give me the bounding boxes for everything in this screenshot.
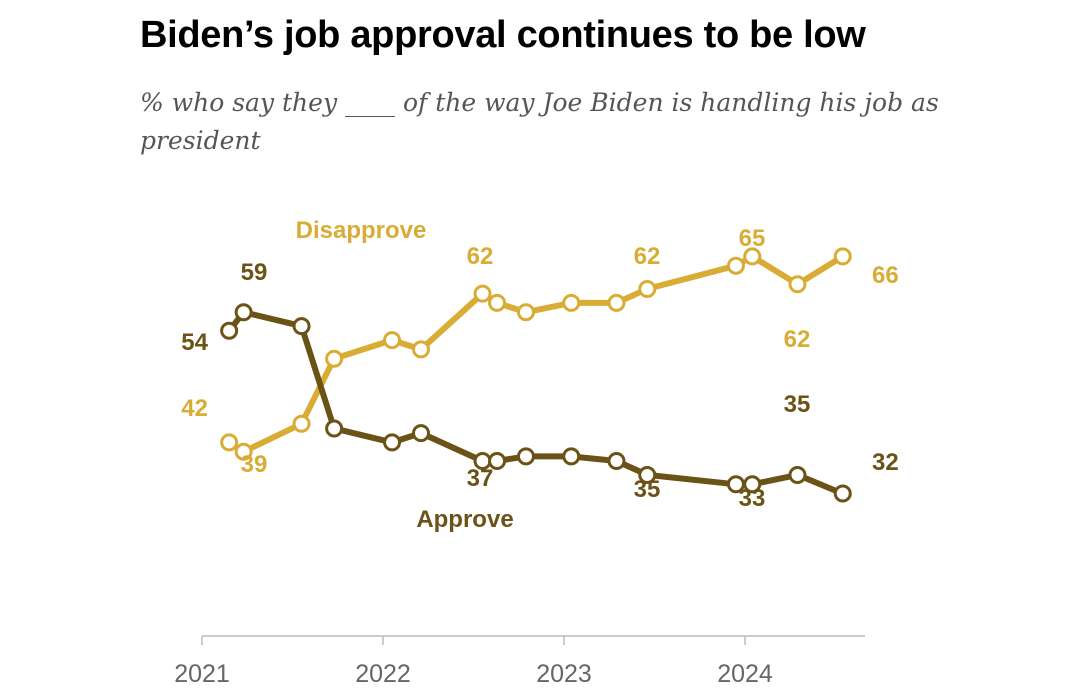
disapprove-label-62: 62 (467, 243, 494, 270)
approve-point (488, 452, 507, 470)
chart-subtitle: % who say they ____ of the way Joe Biden… (140, 88, 939, 155)
x-tick-label: 2022 (355, 660, 411, 688)
approve-label-32: 32 (872, 449, 899, 476)
approve-point (516, 447, 535, 466)
approve-point (562, 447, 581, 466)
approve-label-35: 35 (634, 476, 661, 503)
disapprove-point (516, 303, 535, 322)
disapprove-point (726, 256, 745, 275)
disapprove-point (325, 349, 344, 368)
approve-label-35: 35 (784, 391, 811, 418)
disapprove-label-39: 39 (241, 451, 268, 478)
disapprove-point (220, 433, 239, 452)
approve-point (607, 452, 626, 470)
approve-point (220, 321, 239, 340)
disapprove-point (412, 340, 431, 359)
approve-series-label: Approve (416, 506, 513, 533)
disapprove-label-62: 62 (634, 243, 661, 270)
disapprove-point (473, 284, 492, 303)
approve-point (325, 419, 344, 438)
disapprove-series-label: Disapprove (296, 217, 427, 244)
disapprove-point (488, 293, 507, 312)
approve-label-37: 37 (467, 465, 494, 492)
disapprove-label-66: 66 (872, 262, 899, 289)
disapprove-point (562, 293, 581, 312)
x-tick-label: 2021 (174, 660, 230, 688)
approve-point (292, 317, 311, 336)
approve-point (788, 465, 807, 484)
approve-label-33: 33 (739, 485, 766, 512)
disapprove-point (292, 414, 311, 433)
approve-line (226, 309, 846, 497)
approve-point (234, 303, 253, 322)
x-tick-label: 2023 (536, 660, 592, 688)
approve-point (833, 484, 852, 503)
disapprove-label-65: 65 (739, 225, 766, 252)
disapprove-point (607, 293, 626, 312)
approve-point (412, 424, 431, 443)
approve-label-59: 59 (241, 259, 268, 286)
x-tick-label: 2024 (717, 660, 773, 688)
disapprove-point (833, 247, 852, 266)
disapprove-point (788, 275, 807, 294)
disapprove-line (226, 253, 846, 455)
approve-point (743, 475, 762, 494)
disapprove-point (234, 442, 253, 461)
disapprove-point (383, 331, 402, 350)
disapprove-point (638, 279, 657, 298)
approve-point (383, 433, 402, 452)
approve-label-54: 54 (181, 329, 208, 356)
disapprove-point (743, 247, 762, 266)
chart-title: Biden’s job approval continues to be low (140, 14, 866, 56)
approve-point (638, 465, 657, 484)
disapprove-label-42: 42 (181, 395, 208, 422)
disapprove-label-62: 62 (784, 326, 811, 353)
